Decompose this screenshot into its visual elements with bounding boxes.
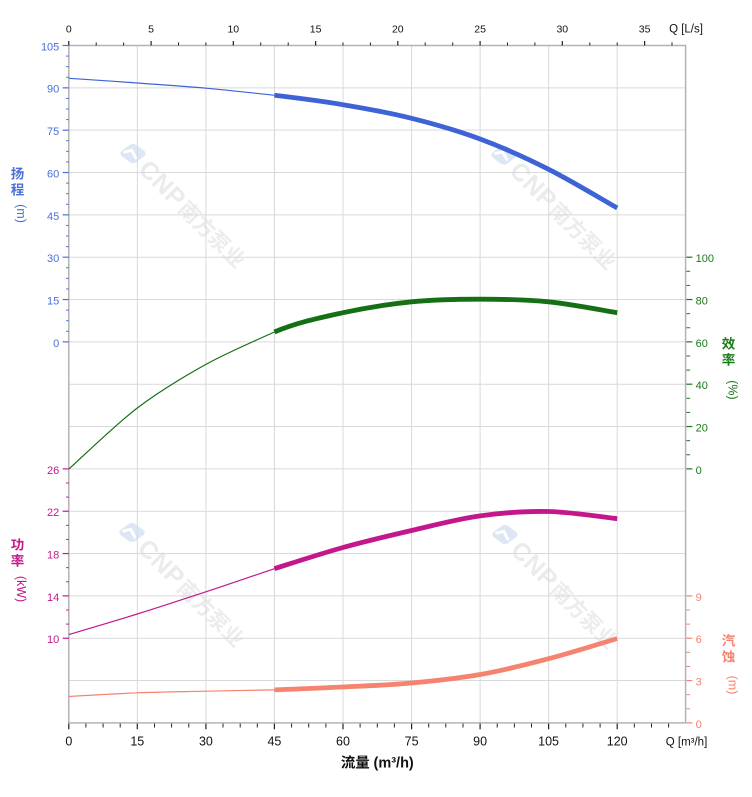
svg-text:100: 100 bbox=[696, 253, 714, 265]
svg-text:20: 20 bbox=[696, 422, 708, 434]
svg-text:45: 45 bbox=[47, 211, 59, 223]
svg-text:80: 80 bbox=[696, 295, 708, 307]
svg-text:75: 75 bbox=[47, 126, 59, 138]
svg-text:(m³/h): (m³/h) bbox=[374, 756, 414, 772]
svg-text:75: 75 bbox=[405, 735, 419, 749]
svg-text:3: 3 bbox=[696, 677, 702, 689]
svg-text:30: 30 bbox=[47, 253, 59, 265]
svg-text:10: 10 bbox=[47, 634, 59, 646]
svg-text:10: 10 bbox=[227, 24, 239, 36]
svg-text:90: 90 bbox=[473, 735, 487, 749]
svg-text:15: 15 bbox=[310, 24, 322, 36]
svg-text:14: 14 bbox=[47, 592, 59, 604]
svg-text:(m): (m) bbox=[726, 676, 740, 695]
svg-text:0: 0 bbox=[696, 465, 702, 477]
svg-text:6: 6 bbox=[696, 634, 702, 646]
svg-text:40: 40 bbox=[696, 380, 708, 392]
svg-text:35: 35 bbox=[639, 24, 651, 36]
svg-text:30: 30 bbox=[199, 735, 213, 749]
svg-text:15: 15 bbox=[47, 295, 59, 307]
svg-text:30: 30 bbox=[556, 24, 568, 36]
svg-text:20: 20 bbox=[392, 24, 404, 36]
svg-text:18: 18 bbox=[47, 549, 59, 561]
svg-text:60: 60 bbox=[696, 338, 708, 350]
svg-text:Q [m³/h]: Q [m³/h] bbox=[666, 737, 708, 749]
svg-text:(m): (m) bbox=[14, 204, 28, 223]
svg-text:90: 90 bbox=[47, 84, 59, 96]
svg-text:105: 105 bbox=[41, 41, 59, 53]
svg-text:15: 15 bbox=[130, 735, 144, 749]
svg-text:105: 105 bbox=[538, 735, 559, 749]
svg-text:45: 45 bbox=[267, 735, 281, 749]
svg-text:60: 60 bbox=[47, 168, 59, 180]
svg-text:0: 0 bbox=[66, 24, 72, 36]
svg-text:(%): (%) bbox=[726, 380, 740, 399]
svg-text:0: 0 bbox=[65, 735, 72, 749]
svg-text:120: 120 bbox=[607, 735, 628, 749]
svg-text:25: 25 bbox=[474, 24, 486, 36]
svg-text:(kW): (kW) bbox=[14, 576, 28, 602]
svg-text:9: 9 bbox=[696, 592, 702, 604]
svg-text:0: 0 bbox=[696, 719, 702, 731]
svg-text:Q [L/s]: Q [L/s] bbox=[669, 24, 703, 36]
svg-text:22: 22 bbox=[47, 507, 59, 519]
svg-text:0: 0 bbox=[53, 338, 59, 350]
svg-text:26: 26 bbox=[47, 465, 59, 477]
svg-text:60: 60 bbox=[336, 735, 350, 749]
svg-text:5: 5 bbox=[148, 24, 154, 36]
